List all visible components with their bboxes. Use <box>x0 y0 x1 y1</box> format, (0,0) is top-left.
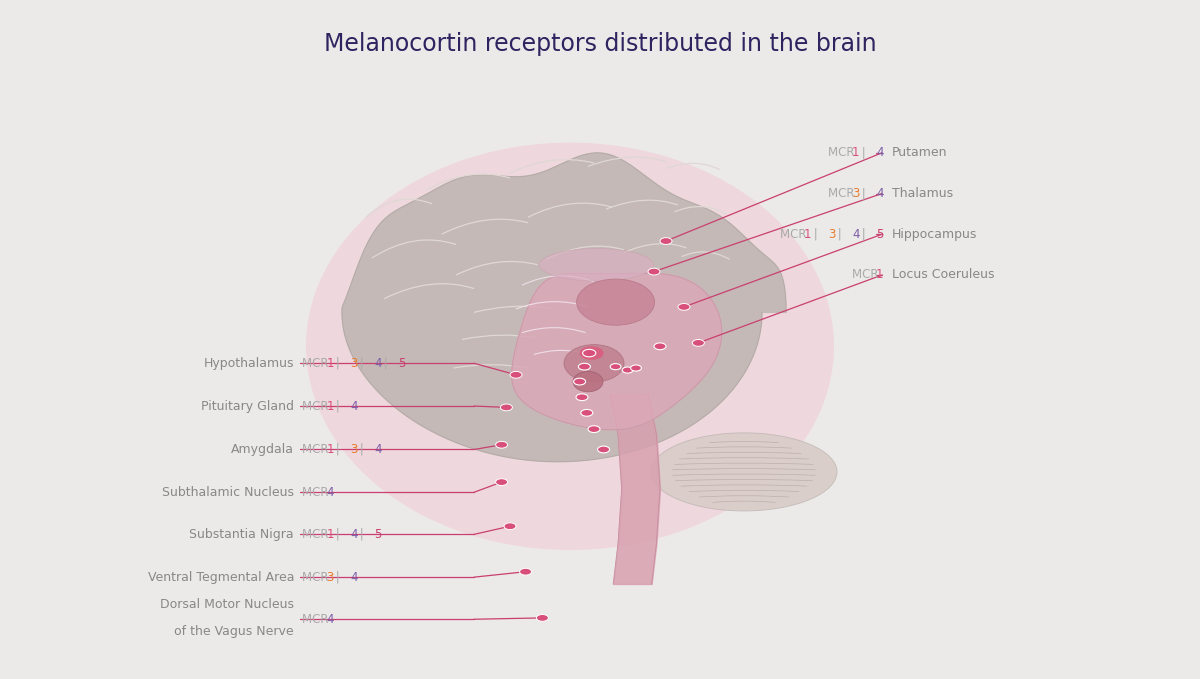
Text: MCR: MCR <box>852 268 882 282</box>
Ellipse shape <box>306 143 834 550</box>
Text: |: | <box>810 227 822 241</box>
Circle shape <box>631 365 641 371</box>
Text: 3: 3 <box>350 443 358 456</box>
Text: Putamen: Putamen <box>892 146 947 160</box>
Text: Thalamus: Thalamus <box>892 187 953 200</box>
Text: 3: 3 <box>828 227 835 241</box>
Text: |: | <box>332 570 344 584</box>
Text: 4: 4 <box>876 187 883 200</box>
Circle shape <box>660 238 672 244</box>
Circle shape <box>520 568 532 575</box>
Text: Hippocampus: Hippocampus <box>892 227 977 241</box>
Circle shape <box>598 446 610 453</box>
Text: Locus Coeruleus: Locus Coeruleus <box>892 268 994 282</box>
Ellipse shape <box>540 249 653 281</box>
Text: |: | <box>332 443 344 456</box>
Ellipse shape <box>650 433 838 511</box>
Text: 4: 4 <box>350 570 358 584</box>
Text: 1: 1 <box>326 356 334 370</box>
Text: 1: 1 <box>326 443 334 456</box>
Circle shape <box>496 441 508 448</box>
Text: MCR: MCR <box>302 443 332 456</box>
Ellipse shape <box>576 279 655 325</box>
Text: |: | <box>356 528 368 541</box>
Text: 5: 5 <box>374 528 382 541</box>
Text: 1: 1 <box>326 528 334 541</box>
Text: |: | <box>858 146 870 160</box>
Circle shape <box>692 340 704 346</box>
Circle shape <box>583 349 596 357</box>
Circle shape <box>496 479 508 485</box>
Text: Subthalamic Nucleus: Subthalamic Nucleus <box>162 485 294 499</box>
Circle shape <box>536 614 548 621</box>
Text: MCR: MCR <box>302 485 332 499</box>
Ellipse shape <box>564 344 624 382</box>
Text: MCR: MCR <box>828 146 858 160</box>
Text: 3: 3 <box>350 356 358 370</box>
Circle shape <box>611 364 622 369</box>
Text: 4: 4 <box>374 443 382 456</box>
Circle shape <box>623 367 634 373</box>
Circle shape <box>500 404 512 411</box>
Text: 3: 3 <box>326 570 334 584</box>
Text: 4: 4 <box>876 146 883 160</box>
Text: |: | <box>858 187 870 200</box>
Text: |: | <box>356 443 368 456</box>
Text: 1: 1 <box>326 399 334 413</box>
Text: 4: 4 <box>326 612 334 626</box>
Circle shape <box>574 378 586 385</box>
Text: 1: 1 <box>876 268 883 282</box>
Circle shape <box>504 523 516 530</box>
Text: Amygdala: Amygdala <box>230 443 294 456</box>
Text: |: | <box>332 528 344 541</box>
Text: 4: 4 <box>350 528 358 541</box>
Text: |: | <box>834 227 846 241</box>
Circle shape <box>648 268 660 275</box>
Polygon shape <box>342 153 786 462</box>
Text: |: | <box>356 356 368 370</box>
Circle shape <box>581 409 593 416</box>
Polygon shape <box>511 273 721 430</box>
Text: 4: 4 <box>852 227 859 241</box>
Circle shape <box>576 394 588 401</box>
Text: MCR: MCR <box>828 187 858 200</box>
Text: 5: 5 <box>398 356 406 370</box>
Text: 1: 1 <box>804 227 811 241</box>
Text: 5: 5 <box>876 227 883 241</box>
Text: 4: 4 <box>350 399 358 413</box>
Circle shape <box>588 426 600 433</box>
Ellipse shape <box>574 371 604 392</box>
Text: Substantia Nigra: Substantia Nigra <box>190 528 294 541</box>
Text: Melanocortin receptors distributed in the brain: Melanocortin receptors distributed in th… <box>324 32 876 56</box>
Text: 3: 3 <box>852 187 859 200</box>
Text: Hypothalamus: Hypothalamus <box>204 356 294 370</box>
Text: 4: 4 <box>326 485 334 499</box>
Text: MCR: MCR <box>302 528 332 541</box>
Circle shape <box>654 343 666 350</box>
Text: |: | <box>332 356 344 370</box>
Text: Pituitary Gland: Pituitary Gland <box>202 399 294 413</box>
Text: MCR: MCR <box>302 612 332 626</box>
Text: MCR: MCR <box>302 356 332 370</box>
Text: |: | <box>858 227 870 241</box>
Text: of the Vagus Nerve: of the Vagus Nerve <box>174 625 294 638</box>
Circle shape <box>580 346 604 360</box>
Text: MCR: MCR <box>302 399 332 413</box>
Circle shape <box>578 363 590 370</box>
Text: Ventral Tegmental Area: Ventral Tegmental Area <box>148 570 294 584</box>
Text: MCR: MCR <box>302 570 332 584</box>
Text: |: | <box>332 399 344 413</box>
Text: Dorsal Motor Nucleus: Dorsal Motor Nucleus <box>160 598 294 611</box>
Text: 4: 4 <box>374 356 382 370</box>
Text: MCR: MCR <box>780 227 810 241</box>
Text: 1: 1 <box>852 146 859 160</box>
Text: |: | <box>380 356 392 370</box>
Circle shape <box>678 304 690 310</box>
Circle shape <box>510 371 522 378</box>
